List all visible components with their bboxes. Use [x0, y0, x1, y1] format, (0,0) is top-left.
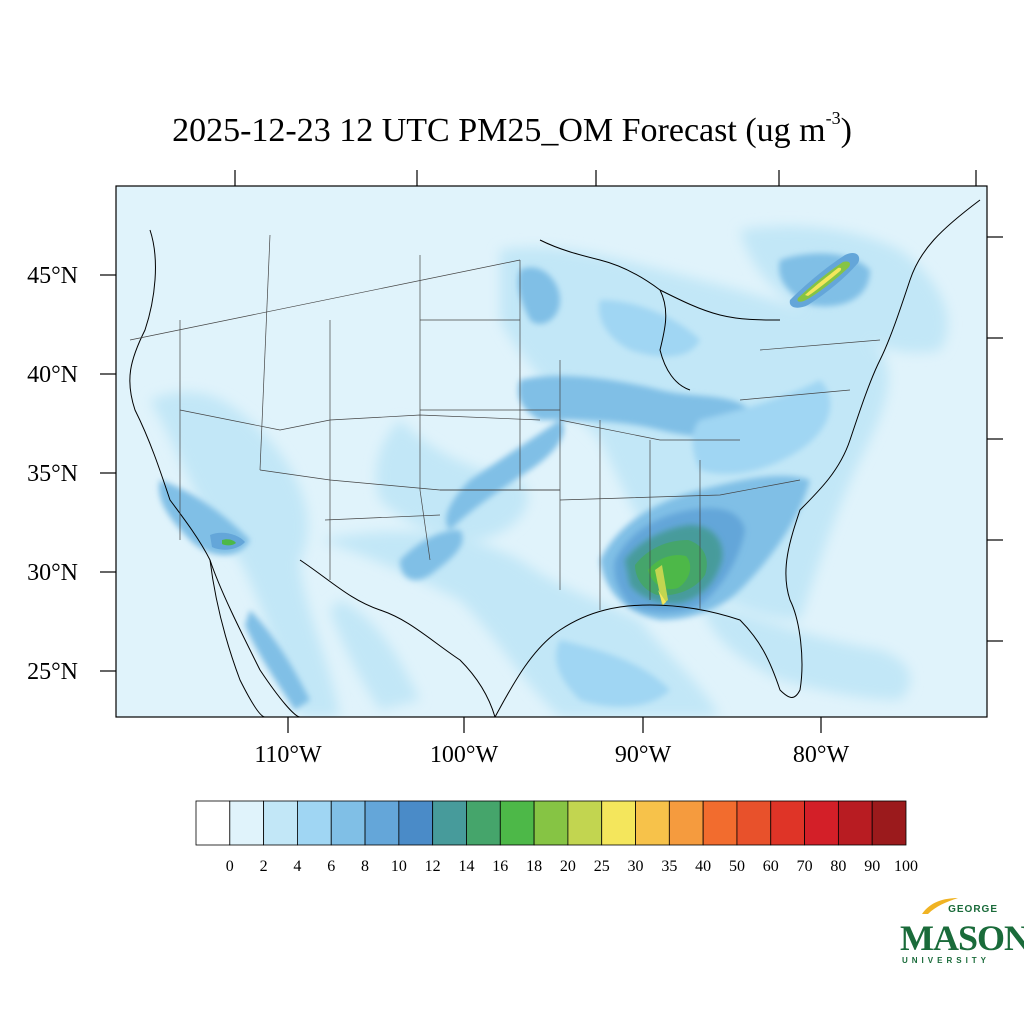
- colorbar-label: 80: [830, 858, 846, 875]
- lat-label-45: 45°N: [27, 263, 78, 289]
- colorbar-label: 4: [293, 858, 301, 875]
- colorbar-label: 50: [729, 858, 745, 875]
- colorbar-label: 16: [492, 858, 508, 875]
- colorbar-swatch: [567, 800, 603, 846]
- lon-label-100: 100°W: [430, 742, 499, 768]
- northeast-hotspot: [789, 252, 860, 308]
- lat-label-40: 40°N: [27, 362, 78, 388]
- colorbar-swatch: [330, 800, 366, 846]
- colorbar-label: 100: [894, 858, 918, 875]
- socal-hotspot: [210, 532, 245, 550]
- colorbar-swatch: [702, 800, 738, 846]
- colorbar: [195, 800, 907, 846]
- colorbar-swatch: [635, 800, 670, 846]
- colorbar-label: 70: [797, 858, 813, 875]
- gmu-logo: GEORGE MASON UNIVERSITY: [896, 896, 1024, 968]
- colorbar-swatch: [533, 800, 569, 846]
- southeast-plume: [600, 475, 810, 620]
- colorbar-label: 90: [864, 858, 880, 875]
- logo-george: GEORGE: [948, 904, 998, 915]
- logo-mason: MASON: [900, 918, 1024, 958]
- colorbar-label: 6: [327, 858, 335, 875]
- colorbar-label: 2: [260, 858, 268, 875]
- top-ticks: [234, 170, 977, 186]
- logo-university: UNIVERSITY: [902, 956, 991, 965]
- colorbar-swatch: [736, 800, 772, 846]
- latitude-labels: 45°N 40°N 35°N 30°N 25°N: [27, 263, 78, 685]
- lon-label-110: 110°W: [254, 742, 322, 768]
- right-ticks: [987, 236, 1003, 642]
- bottom-ticks: [287, 717, 822, 733]
- colorbar-swatch: [195, 800, 231, 846]
- longitude-labels: 110°W 100°W 90°W 80°W: [254, 742, 849, 768]
- colorbar-label: 40: [695, 858, 711, 875]
- colorbar-swatch: [398, 800, 434, 846]
- colorbar-label: 12: [425, 858, 441, 875]
- colorbar-label: 35: [661, 858, 677, 875]
- state-borders: [129, 234, 881, 610]
- lon-label-90: 90°W: [615, 742, 672, 768]
- lon-label-80: 80°W: [793, 742, 850, 768]
- colorbar-label: 20: [560, 858, 576, 875]
- colorbar-label: 14: [458, 858, 474, 875]
- colorbar-label: 10: [391, 858, 407, 875]
- coastlines: [129, 199, 981, 717]
- colorbar-swatch: [668, 800, 704, 846]
- colorbar-label: 30: [628, 858, 644, 875]
- lat-label-25: 25°N: [27, 659, 78, 685]
- map-title: 2025-12-23 12 UTC PM25_OM Forecast (ug m…: [172, 108, 852, 149]
- colorbar-label: 60: [763, 858, 779, 875]
- swoosh-icon: [922, 898, 958, 914]
- colorbar-label: 0: [226, 858, 234, 875]
- colorbar-swatch: [364, 800, 400, 846]
- colorbar-swatch: [770, 800, 805, 846]
- colorbar-swatch: [837, 800, 873, 846]
- lat-label-35: 35°N: [27, 461, 78, 487]
- colorbar-swatch: [871, 800, 907, 846]
- colorbar-swatch: [804, 800, 839, 846]
- colorbar-swatch: [297, 800, 332, 846]
- colorbar-label: 25: [594, 858, 610, 875]
- colorbar-swatch: [499, 800, 535, 846]
- left-ticks: [100, 274, 116, 672]
- colorbar-swatch: [466, 800, 501, 846]
- colorbar-swatch: [229, 800, 265, 846]
- colorbar-labels: 0 2 4 6 8 10 12 14 16 18 20 25 30 35 40 50 60 70 80 90 100: [226, 858, 918, 875]
- map-frame: [115, 185, 988, 718]
- map-field: [116, 186, 987, 717]
- colorbar-label: 8: [361, 858, 369, 875]
- colorbar-swatch: [263, 800, 298, 846]
- colorbar-label: 18: [526, 858, 542, 875]
- lat-label-30: 30°N: [27, 560, 78, 586]
- colorbar-swatch: [601, 800, 636, 846]
- colorbar-swatch: [432, 800, 467, 846]
